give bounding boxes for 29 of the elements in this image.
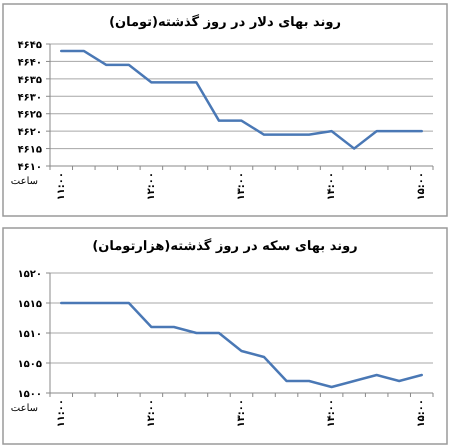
x-tick-label: ۱۵:۰۰ [416, 172, 428, 200]
y-tick-label: ۴۶۲۵ [18, 110, 42, 121]
y-tick-label: ۴۶۲۰ [18, 127, 42, 138]
x-tick-label: ۱۳:۰۰ [236, 399, 247, 428]
x-tick-label: ۱۱:۰۰ [56, 172, 67, 200]
y-tick-label: ۱۵۱۰ [18, 329, 42, 340]
y-tick-label: ۱۵۱۵ [18, 299, 42, 310]
y-tick-label: ۴۶۳۵ [18, 74, 42, 86]
x-axis-title: ساعت [10, 403, 38, 414]
y-tick-label: ۴۶۱۵ [18, 144, 42, 156]
y-tick-label: ۱۵۰۵ [18, 359, 42, 370]
y-tick-label: ۴۶۴۰ [18, 57, 42, 68]
chart-title: روند بهای سکه در روز گذشته(هزارتومان) [92, 238, 358, 254]
x-tick-label: ۱۱:۰۰ [56, 399, 67, 428]
y-tick-label: ۱۵۲۰ [18, 269, 42, 280]
x-tick-label: ۱۲:۰۰ [146, 172, 157, 200]
y-tick-label: ۴۶۳۰ [18, 92, 42, 104]
line-series [60, 50, 423, 150]
y-tick-label: ۴۶۱۰ [18, 162, 42, 173]
x-axis-title: ساعت [10, 176, 38, 187]
chart-title: روند بهای دلار در روز گذشته(تومان) [109, 14, 341, 30]
x-tick-label: ۱۳:۰۰ [236, 172, 247, 200]
x-tick-label: ۱۴:۰۰ [326, 172, 338, 200]
x-tick-label: ۱۲:۰۰ [146, 399, 157, 428]
y-tick-label: ۴۶۴۵ [18, 40, 42, 51]
x-tick-label: ۱۴:۰۰ [326, 399, 338, 428]
x-tick-label: ۱۵:۰۰ [416, 399, 428, 428]
line-series [60, 302, 423, 388]
y-tick-label: ۱۵۰۰ [18, 389, 42, 400]
